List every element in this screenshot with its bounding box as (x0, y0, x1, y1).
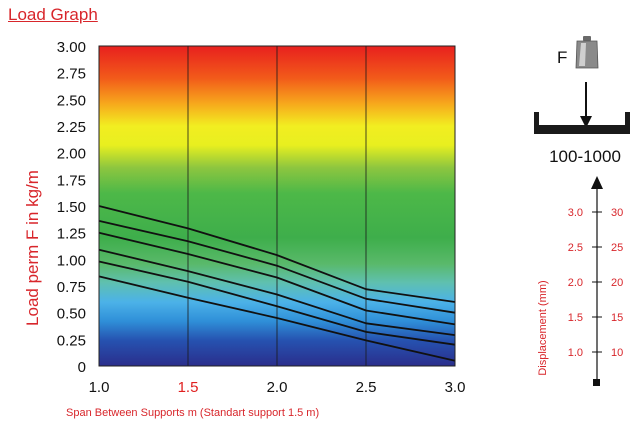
y-tick-label: 1.50 (57, 199, 86, 216)
series-line-4 (98, 248, 456, 336)
displacement-tick-label-right: 20 (611, 277, 623, 289)
page-title: Load Graph (8, 5, 98, 24)
displacement-tick-label-right: 30 (611, 207, 623, 219)
force-diagram: F 100-1000 (534, 36, 630, 166)
displacement-arrow-head (591, 176, 603, 189)
x-axis-label: Span Between Supports m (Standart suppor… (66, 407, 319, 419)
displacement-tick-label-right: 15 (611, 312, 623, 324)
y-tick-label: 2.25 (57, 119, 86, 136)
x-tick-label: 1.5 (178, 379, 199, 396)
displacement-label: Displacement (mm) (537, 280, 549, 375)
displacement-scale: 3.0 30 2.5 25 2.0 20 1.5 15 1.0 10 Displacement (… (537, 176, 623, 386)
y-tick-labels: 0 0.25 0.50 0.75 1.00 1.25 1.50 1.75 2.00 2.25 2.5… (57, 39, 86, 376)
y-tick-label: 0.25 (57, 332, 86, 349)
displacement-tick-label-right: 10 (611, 347, 623, 359)
y-tick-label: 0.75 (57, 279, 86, 296)
x-tick-label: 3.0 (445, 379, 466, 396)
displacement-tick-label-left: 2.0 (568, 277, 583, 289)
plot-border (98, 45, 456, 367)
displacement-ticks: 3.0 30 2.5 25 2.0 20 1.5 15 1.0 10 (568, 207, 624, 359)
series-line-3 (98, 231, 456, 326)
y-axis-label: Load perm F in kg/m (23, 170, 42, 326)
y-tick-label: 2.75 (57, 66, 86, 83)
displacement-tick-label-left: 3.0 (568, 207, 583, 219)
displacement-tick-label-left: 1.0 (568, 347, 583, 359)
series-line-6 (98, 275, 456, 362)
x-tick-label: 2.5 (356, 379, 377, 396)
series-lines (98, 205, 456, 362)
y-tick-label: 1.75 (57, 172, 86, 189)
weight-icon (575, 36, 599, 69)
y-tick-label: 0 (78, 359, 86, 376)
range-label: 100-1000 (549, 147, 621, 166)
support-beam (534, 112, 630, 134)
x-tick-label: 1.0 (89, 379, 110, 396)
force-arrow-head (580, 116, 592, 128)
y-tick-label: 1.25 (57, 226, 86, 243)
x-tick-labels: 1.0 1.5 2.0 2.5 3.0 (89, 379, 466, 396)
series-line-2 (98, 220, 456, 314)
displacement-base-marker (593, 379, 600, 386)
y-tick-label: 0.50 (57, 306, 86, 323)
series-line-5 (98, 260, 456, 346)
displacement-tick-label-left: 1.5 (568, 312, 583, 324)
y-tick-label: 3.00 (57, 39, 86, 56)
y-tick-label: 2.50 (57, 92, 86, 109)
x-tick-label: 2.0 (267, 379, 288, 396)
y-tick-label: 2.00 (57, 146, 86, 163)
grid-lines (187, 46, 367, 366)
force-label: F (557, 48, 567, 67)
displacement-tick-label-right: 25 (611, 242, 623, 254)
displacement-tick-label-left: 2.5 (568, 242, 583, 254)
y-tick-label: 1.00 (57, 252, 86, 269)
series-line-1 (98, 205, 456, 303)
